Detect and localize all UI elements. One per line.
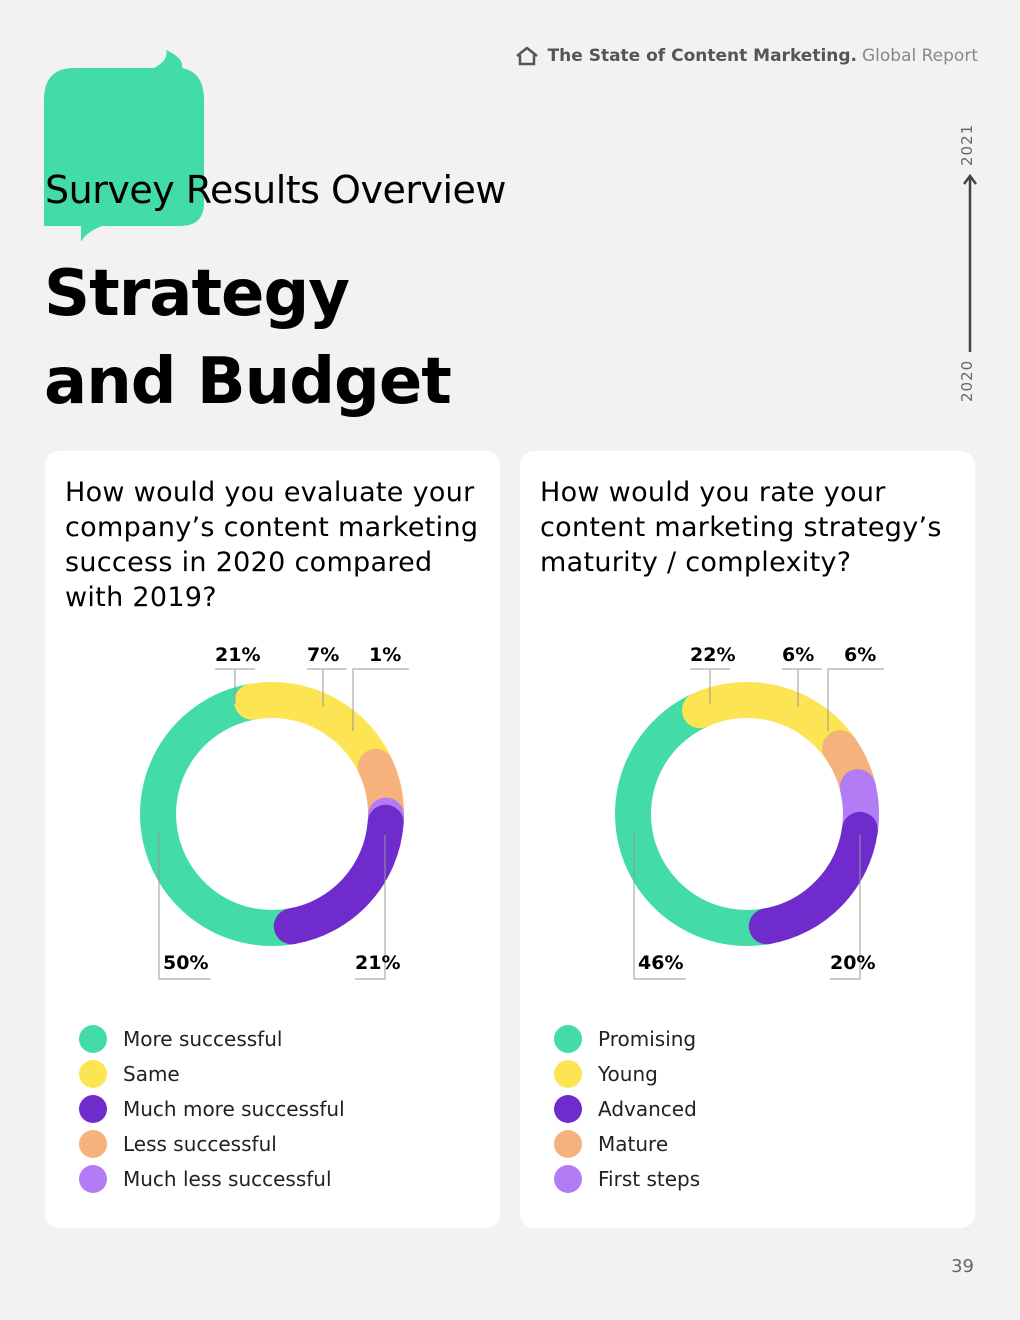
data-label: 21% [355,952,400,974]
donut-chart-maturity: 46% 22% 20% 6% 6% [615,644,884,980]
legend-swatch [554,1164,582,1193]
legend-swatch [554,1059,582,1088]
chart-title: How would you rate your content marketin… [540,477,942,578]
chart-title: How would you evaluate your company’s co… [65,477,479,613]
callout-line [782,668,822,707]
chart-legend: Promising Young Advanced Mature First st… [554,1021,700,1196]
report-title: The State of Content Marketing. [547,46,857,66]
legend-item: Much more successful [79,1091,345,1126]
speech-bubble-decoration [44,50,204,242]
legend-label: Promising [598,1026,697,1051]
donut-segment-more-successful [140,683,310,946]
page-title-line-2: and Budget [44,345,452,419]
legend-label: Much less successful [123,1166,332,1191]
callout-line [215,668,255,704]
legend-item: First steps [554,1161,700,1196]
callout-line [355,835,386,980]
donut-segment-advanced [748,811,878,945]
callout-line [827,668,884,731]
data-label: 46% [638,952,683,974]
report-header: The State of Content Marketing. Global R… [514,46,978,66]
legend-label: Much more successful [123,1096,345,1121]
timeline-start-year: 2020 [958,359,976,402]
timeline-arrow-icon [963,173,977,352]
page-title: Strategy and Budget [44,250,452,426]
data-label: 6% [782,644,814,666]
donut-segment-promising [615,692,785,946]
data-label: 20% [830,952,875,974]
report-subtitle: Global Report [862,46,978,66]
data-label: 7% [307,644,339,666]
data-label: 6% [844,644,876,666]
data-label: 21% [215,644,260,666]
legend-item: Young [554,1056,700,1091]
legend-item: Less successful [79,1126,345,1161]
callout-line [158,831,211,980]
legend-label: Advanced [598,1096,697,1121]
legend-item: Advanced [554,1091,700,1126]
legend-swatch [79,1164,107,1193]
callout-line [352,668,409,731]
legend-swatch [79,1094,107,1123]
legend-label: Young [598,1061,658,1086]
legend-item: Same [79,1056,345,1091]
donut-segment-young [681,682,859,767]
legend-item: More successful [79,1021,345,1056]
callout-line [830,835,861,980]
callout-line [307,668,347,707]
section-label: Survey Results Overview [45,168,506,212]
chart-card-success: How would you evaluate your company’s co… [45,451,500,1228]
donut-chart-success: 50% 21% 21% 7% 1% [140,644,409,980]
legend-swatch [79,1024,107,1053]
page-number: 39 [951,1256,974,1277]
page-title-line-1: Strategy [44,257,350,331]
legend-item: Much less successful [79,1161,345,1196]
legend-label: More successful [123,1026,283,1051]
legend-swatch [554,1024,582,1053]
donut-segment-much-more-successful [273,804,404,945]
data-label: 50% [163,952,208,974]
legend-label: First steps [598,1166,701,1191]
home-icon[interactable] [514,46,540,66]
legend-item: Mature [554,1126,700,1161]
legend-swatch [554,1129,582,1158]
legend-label: Same [123,1061,180,1086]
callout-line [690,668,730,704]
legend-label: Mature [598,1131,669,1156]
legend-label: Less successful [123,1131,277,1156]
legend-swatch [79,1059,107,1088]
donut-segment-same [234,682,394,785]
callout-line [633,831,686,980]
legend-swatch [79,1129,107,1158]
data-label: 1% [369,644,401,666]
chart-card-maturity: How would you rate your content marketin… [520,451,975,1228]
chart-legend: More successful Same Much more successfu… [79,1021,345,1196]
year-timeline: 2021 2020 [950,120,990,410]
legend-item: Promising [554,1021,700,1056]
legend-swatch [554,1094,582,1123]
data-label: 22% [690,644,735,666]
